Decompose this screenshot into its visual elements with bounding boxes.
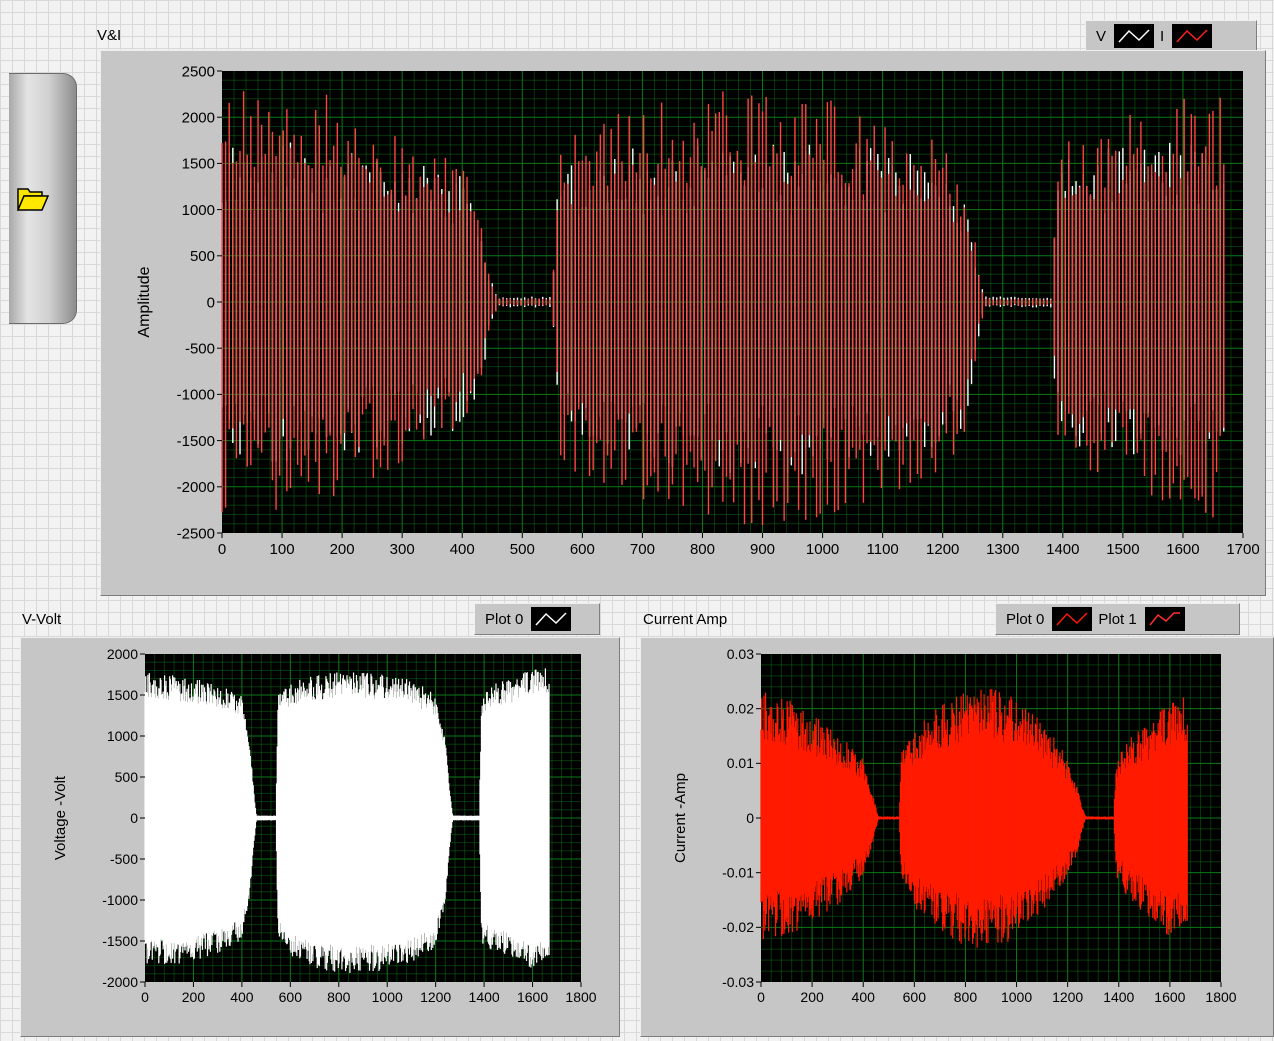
- amp-chart-caption: Current Amp: [643, 611, 728, 628]
- x-tick-label: 0: [757, 989, 765, 1005]
- y-tick-label: 500: [115, 769, 139, 785]
- volt-chart-caption: V-Volt: [22, 611, 62, 628]
- legend-label-amp-plot1: Plot 1: [1098, 610, 1137, 628]
- y-axis-label: Current -Amp: [672, 773, 689, 863]
- x-tick-label: 600: [570, 541, 595, 558]
- legend-swatch-amp-plot1[interactable]: [1144, 607, 1185, 631]
- x-tick-label: 1000: [806, 541, 839, 558]
- x-tick-label: 300: [390, 541, 415, 558]
- x-tick-label: 0: [218, 541, 226, 558]
- vi-chart-legend: V I: [1085, 20, 1257, 52]
- y-tick-label: -500: [110, 851, 138, 867]
- y-tick-label: -0.03: [722, 974, 754, 990]
- y-tick-label: -2000: [102, 974, 138, 990]
- amp-chart: 0 200 400 600 800 1000 1200 1400 1600 1800 0.03 0.0…: [672, 646, 1237, 1005]
- y-tick-label: 0.03: [727, 646, 754, 662]
- vi-chart-caption: V&I: [97, 27, 122, 44]
- x-tick-label: 200: [182, 989, 206, 1005]
- y-tick-label: 500: [190, 248, 215, 265]
- vi-chart: 0 100 200 300 400 500 600 700 800 900 1000 1100 1200…: [136, 63, 1260, 558]
- x-tick-label: 1300: [986, 541, 1019, 558]
- volt-chart-legend: Plot 0: [474, 603, 600, 635]
- y-tick-label: -1000: [177, 387, 215, 404]
- y-tick-label: 2000: [107, 646, 138, 662]
- x-tick-label: 1400: [1103, 989, 1134, 1005]
- series-i: [221, 91, 1225, 525]
- legend-swatch-v[interactable]: [1114, 24, 1155, 48]
- y-tick-label: 1000: [107, 728, 138, 744]
- y-tick-label: -2000: [177, 479, 215, 496]
- legend-label-amp-plot0: Plot 0: [1006, 610, 1045, 628]
- x-tick-label: 700: [630, 541, 655, 558]
- y-tick-label: 0: [130, 810, 138, 826]
- x-tick-label: 1400: [1046, 541, 1079, 558]
- x-tick-label: 1400: [469, 989, 500, 1005]
- y-tick-label: -1500: [102, 933, 138, 949]
- x-tick-label: 1600: [517, 989, 548, 1005]
- x-tick-label: 800: [954, 989, 978, 1005]
- load-file-button[interactable]: [9, 73, 77, 324]
- x-tick-label: 400: [230, 989, 254, 1005]
- y-tick-label: 0: [207, 294, 215, 311]
- x-tick-label: 1700: [1226, 541, 1259, 558]
- x-tick-label: 1200: [1052, 989, 1083, 1005]
- x-tick-label: 100: [270, 541, 295, 558]
- folder-open-icon: [16, 188, 50, 211]
- x-tick-label: 1200: [420, 989, 451, 1005]
- legend-swatch-i[interactable]: [1172, 24, 1213, 48]
- y-tick-label: 1500: [107, 687, 138, 703]
- x-tick-label: 400: [450, 541, 475, 558]
- x-tick-label: 1000: [372, 989, 403, 1005]
- volt-chart: 0 200 400 600 800 1000 1200 1400 1600 1800 2000 150…: [52, 646, 597, 1005]
- y-tick-label: -1500: [177, 433, 215, 450]
- amp-chart-panel: 0 200 400 600 800 1000 1200 1400 1600 1800 0.03 0.0…: [640, 637, 1274, 1037]
- x-tick-label: 0: [141, 989, 149, 1005]
- x-tick-label: 1800: [1205, 989, 1236, 1005]
- x-tick-label: 1600: [1154, 989, 1185, 1005]
- legend-label-v: V: [1096, 27, 1107, 45]
- legend-swatch-amp-plot0[interactable]: [1052, 607, 1093, 631]
- y-tick-label: -2500: [177, 525, 215, 542]
- y-axis-label: Amplitude: [136, 266, 153, 337]
- y-tick-label: 2000: [182, 109, 215, 126]
- y-tick-label: 0.01: [727, 755, 754, 771]
- x-tick-label: 1200: [926, 541, 959, 558]
- amp-chart-legend: Plot 0 Plot 1: [995, 603, 1240, 635]
- x-tick-label: 400: [852, 989, 876, 1005]
- y-tick-label: 2500: [182, 63, 215, 80]
- y-tick-label: 1000: [182, 202, 215, 219]
- x-tick-label: 1100: [867, 541, 899, 558]
- series-plot-0: [760, 688, 1188, 948]
- y-axis-label: Voltage -Volt: [52, 775, 69, 860]
- x-tick-label: 600: [903, 989, 927, 1005]
- x-tick-label: 900: [750, 541, 775, 558]
- x-tick-label: 600: [279, 989, 303, 1005]
- vi-chart-panel: 0 100 200 300 400 500 600 700 800 900 1000 1100 1200…: [100, 50, 1266, 596]
- y-tick-label: -0.01: [722, 865, 754, 881]
- x-tick-label: 1800: [565, 989, 596, 1005]
- x-tick-label: 800: [690, 541, 715, 558]
- y-tick-label: 0: [746, 810, 754, 826]
- y-tick-label: 0.02: [727, 701, 754, 717]
- y-tick-label: -500: [185, 340, 215, 357]
- x-tick-label: 200: [800, 989, 824, 1005]
- y-tick-label: 1500: [182, 156, 215, 173]
- volt-chart-panel: 0 200 400 600 800 1000 1200 1400 1600 1800 2000 150…: [20, 637, 620, 1037]
- x-tick-label: 500: [510, 541, 535, 558]
- x-tick-label: 1500: [1106, 541, 1139, 558]
- x-tick-label: 200: [330, 541, 355, 558]
- x-tick-label: 1000: [1001, 989, 1032, 1005]
- y-tick-label: -0.02: [722, 919, 754, 935]
- legend-label-volt-plot0: Plot 0: [485, 610, 524, 628]
- legend-swatch-volt-plot0[interactable]: [531, 607, 572, 631]
- y-tick-label: -1000: [102, 892, 138, 908]
- legend-label-i: I: [1160, 27, 1165, 45]
- x-tick-label: 800: [327, 989, 351, 1005]
- x-tick-label: 1600: [1166, 541, 1199, 558]
- series-plot-0: [144, 668, 550, 973]
